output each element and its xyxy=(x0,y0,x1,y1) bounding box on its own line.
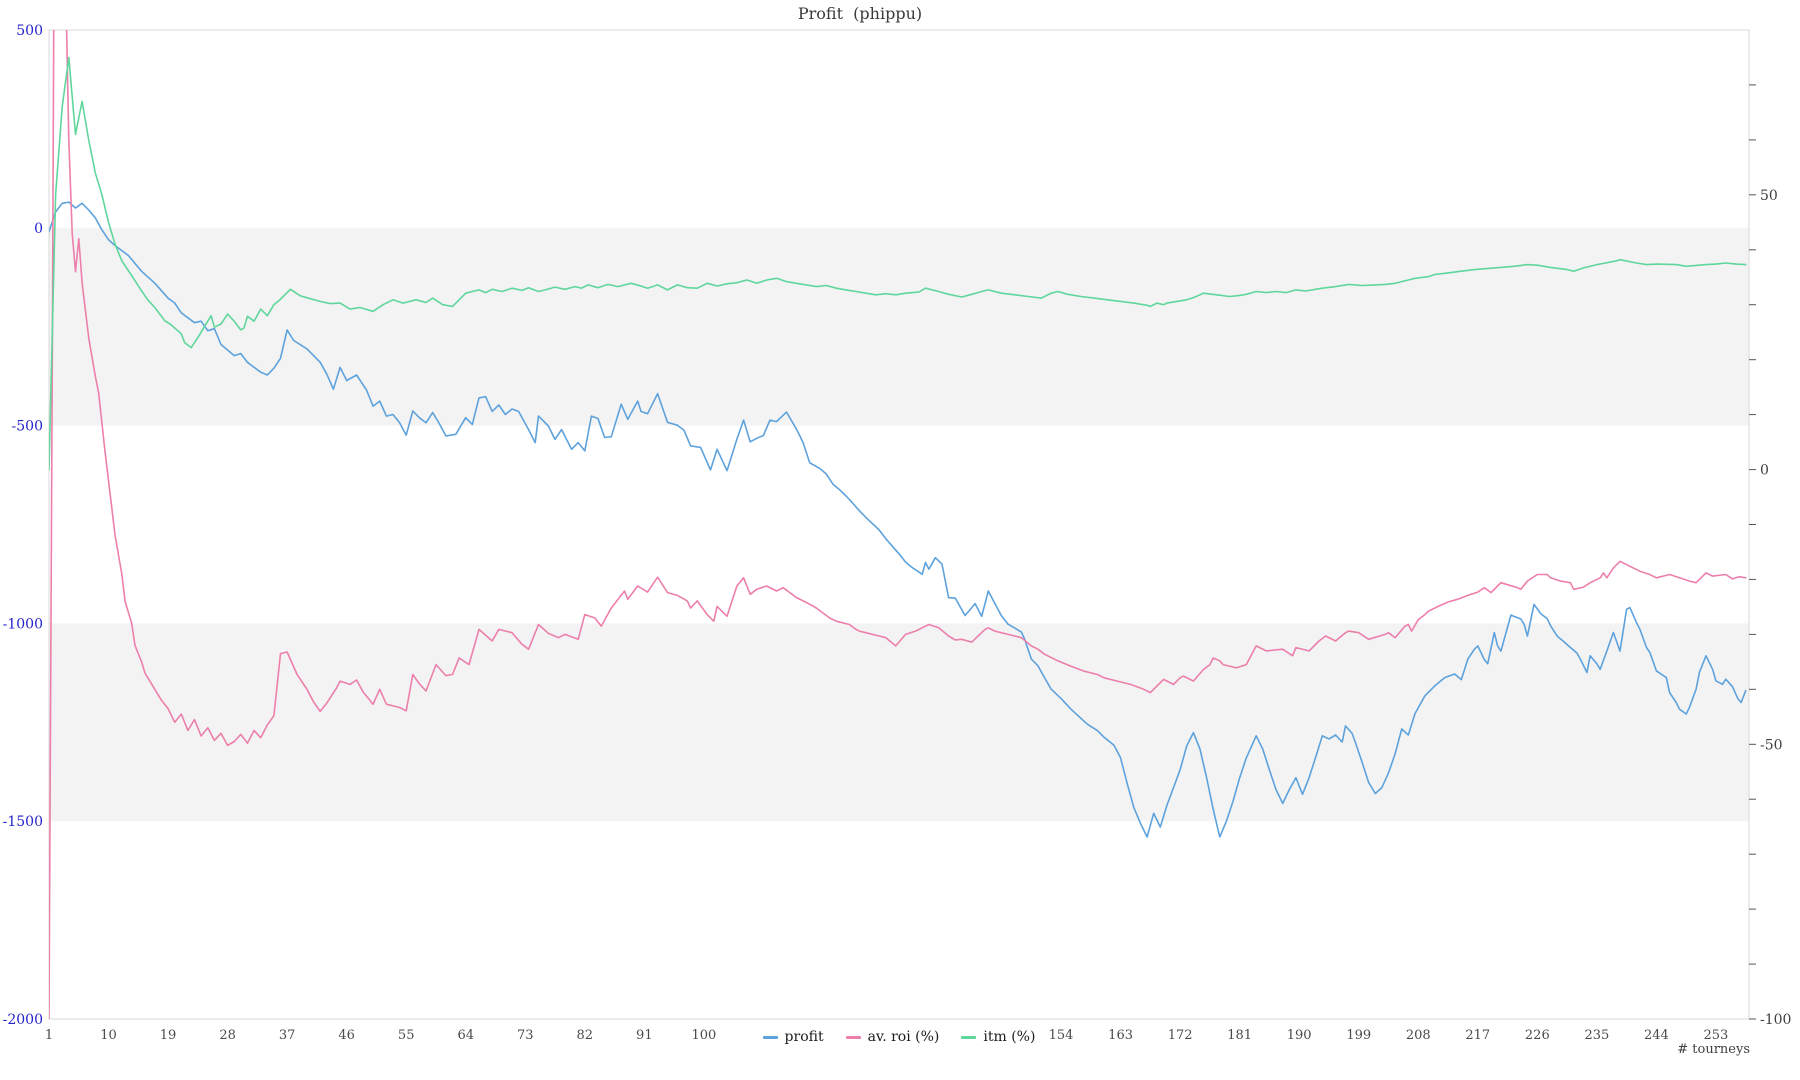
svg-text:37: 37 xyxy=(279,1028,296,1043)
svg-text:127: 127 xyxy=(870,1028,895,1043)
svg-text:136: 136 xyxy=(930,1028,955,1043)
svg-text:73: 73 xyxy=(517,1028,534,1043)
svg-text:500: 500 xyxy=(16,23,43,39)
svg-text:64: 64 xyxy=(457,1028,474,1043)
svg-text:-100: -100 xyxy=(1760,1012,1791,1028)
svg-text:235: 235 xyxy=(1584,1028,1609,1043)
plot-border xyxy=(48,29,1750,1020)
svg-text:0: 0 xyxy=(34,221,43,237)
svg-text:91: 91 xyxy=(636,1028,653,1043)
svg-text:100: 100 xyxy=(691,1028,716,1043)
svg-text:118: 118 xyxy=(811,1028,836,1043)
svg-text:-500: -500 xyxy=(12,419,43,435)
svg-text:181: 181 xyxy=(1227,1028,1252,1043)
series-lines xyxy=(49,30,1747,1019)
svg-text:82: 82 xyxy=(577,1028,594,1043)
plot-bands xyxy=(49,227,1749,822)
svg-text:46: 46 xyxy=(338,1028,355,1043)
svg-text:-2000: -2000 xyxy=(3,1012,43,1028)
svg-text:50: 50 xyxy=(1760,188,1778,204)
chart-title: Profit (phippu) xyxy=(797,4,923,23)
svg-text:145: 145 xyxy=(989,1028,1014,1043)
svg-text:226: 226 xyxy=(1525,1028,1550,1043)
svg-text:-50: -50 xyxy=(1760,737,1783,753)
svg-text:-1500: -1500 xyxy=(3,814,43,830)
axis-tick-marks xyxy=(1749,84,1756,1020)
x-axis-title: # tourneys xyxy=(1677,1042,1750,1057)
svg-text:190: 190 xyxy=(1287,1028,1312,1043)
svg-text:208: 208 xyxy=(1406,1028,1431,1043)
svg-text:10: 10 xyxy=(100,1028,117,1043)
svg-text:1: 1 xyxy=(45,1028,53,1043)
svg-text:-1000: -1000 xyxy=(3,616,43,632)
svg-text:217: 217 xyxy=(1465,1028,1490,1043)
svg-text:172: 172 xyxy=(1168,1028,1193,1043)
svg-text:28: 28 xyxy=(219,1028,236,1043)
svg-text:199: 199 xyxy=(1346,1028,1371,1043)
svg-text:109: 109 xyxy=(751,1028,776,1043)
svg-text:244: 244 xyxy=(1644,1028,1669,1043)
svg-text:154: 154 xyxy=(1049,1028,1074,1043)
svg-text:253: 253 xyxy=(1704,1028,1729,1043)
svg-text:19: 19 xyxy=(160,1028,177,1043)
svg-text:163: 163 xyxy=(1108,1028,1133,1043)
svg-text:0: 0 xyxy=(1760,463,1769,479)
svg-text:55: 55 xyxy=(398,1028,415,1043)
